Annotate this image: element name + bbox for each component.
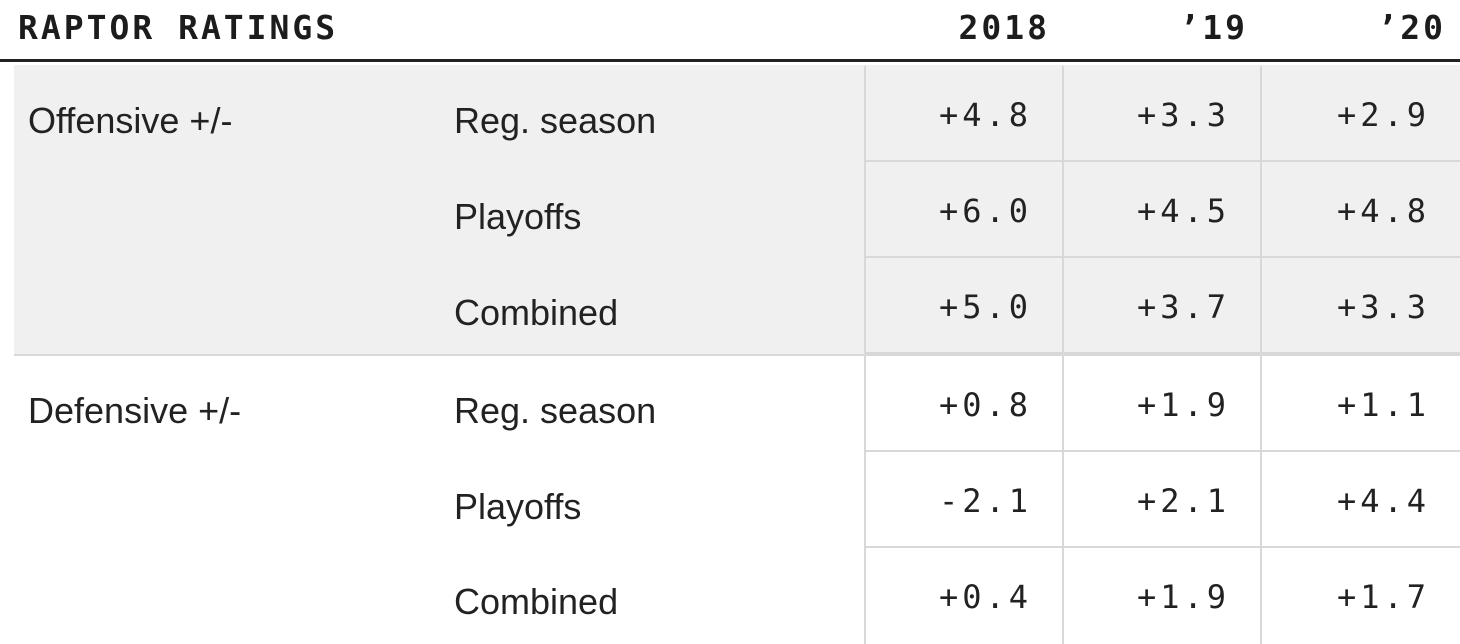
column-header-19: ’19 <box>1179 8 1248 47</box>
cell-value: +2.1 <box>1136 482 1230 520</box>
cell-value: +4.8 <box>1336 192 1430 230</box>
cell-value: +4.5 <box>1136 192 1230 230</box>
table-cell: +3.3 <box>1260 258 1460 354</box>
table-cell: +0.4 <box>864 548 1062 644</box>
row-label-offensive-reg-season: Reg. season <box>454 100 657 141</box>
offensive-group-label: Offensive +/- <box>28 100 233 141</box>
row-label-defensive-reg-season: Reg. season <box>454 390 657 431</box>
table-cell: +4.5 <box>1062 162 1260 258</box>
table-cell: +2.1 <box>1062 452 1260 548</box>
table-cell: +0.8 <box>864 356 1062 452</box>
table-cell: +6.0 <box>864 162 1062 258</box>
defensive-group-label: Defensive +/- <box>28 390 242 431</box>
row-label-defensive-playoffs: Playoffs <box>454 486 582 527</box>
table-cell: +1.9 <box>1062 356 1260 452</box>
row-label-offensive-combined: Combined <box>454 292 619 333</box>
table-cell: +2.9 <box>1260 66 1460 162</box>
cell-value: +1.7 <box>1336 578 1430 616</box>
column-header-2018: 2018 <box>958 8 1050 47</box>
table-cell: +3.7 <box>1062 258 1260 354</box>
cell-value: +5.0 <box>938 288 1032 326</box>
cell-value: +4.4 <box>1336 482 1430 520</box>
cell-value: +2.9 <box>1336 96 1430 134</box>
table-title: RAPTOR RATINGS <box>18 8 339 47</box>
offensive-group <box>14 65 1460 354</box>
cell-value: +4.8 <box>938 96 1032 134</box>
cell-value: +3.3 <box>1136 96 1230 134</box>
table-cell: +4.8 <box>1260 162 1460 258</box>
cell-value: +1.1 <box>1336 386 1430 424</box>
cell-value: +0.8 <box>938 386 1032 424</box>
group-divider <box>14 354 1460 356</box>
table-cell: +1.7 <box>1260 548 1460 644</box>
cell-value: +1.9 <box>1136 386 1230 424</box>
table-cell: +5.0 <box>864 258 1062 354</box>
row-label-offensive-playoffs: Playoffs <box>454 196 582 237</box>
table-cell: -2.1 <box>864 452 1062 548</box>
cell-value: +3.3 <box>1336 288 1430 326</box>
cell-value: -2.1 <box>938 482 1032 520</box>
table-cell: +3.3 <box>1062 66 1260 162</box>
cell-value: +6.0 <box>938 192 1032 230</box>
table-header: RAPTOR RATINGS 2018 ’19 ’20 <box>0 0 1460 62</box>
column-header-20: ’20 <box>1377 8 1446 47</box>
row-label-defensive-combined: Combined <box>454 581 619 622</box>
table-cell: +4.4 <box>1260 452 1460 548</box>
table-cell: +4.8 <box>864 66 1062 162</box>
cell-value: +1.9 <box>1136 578 1230 616</box>
cell-value: +0.4 <box>938 578 1032 616</box>
cell-value: +3.7 <box>1136 288 1230 326</box>
table-cell: +1.1 <box>1260 356 1460 452</box>
table-cell: +1.9 <box>1062 548 1260 644</box>
